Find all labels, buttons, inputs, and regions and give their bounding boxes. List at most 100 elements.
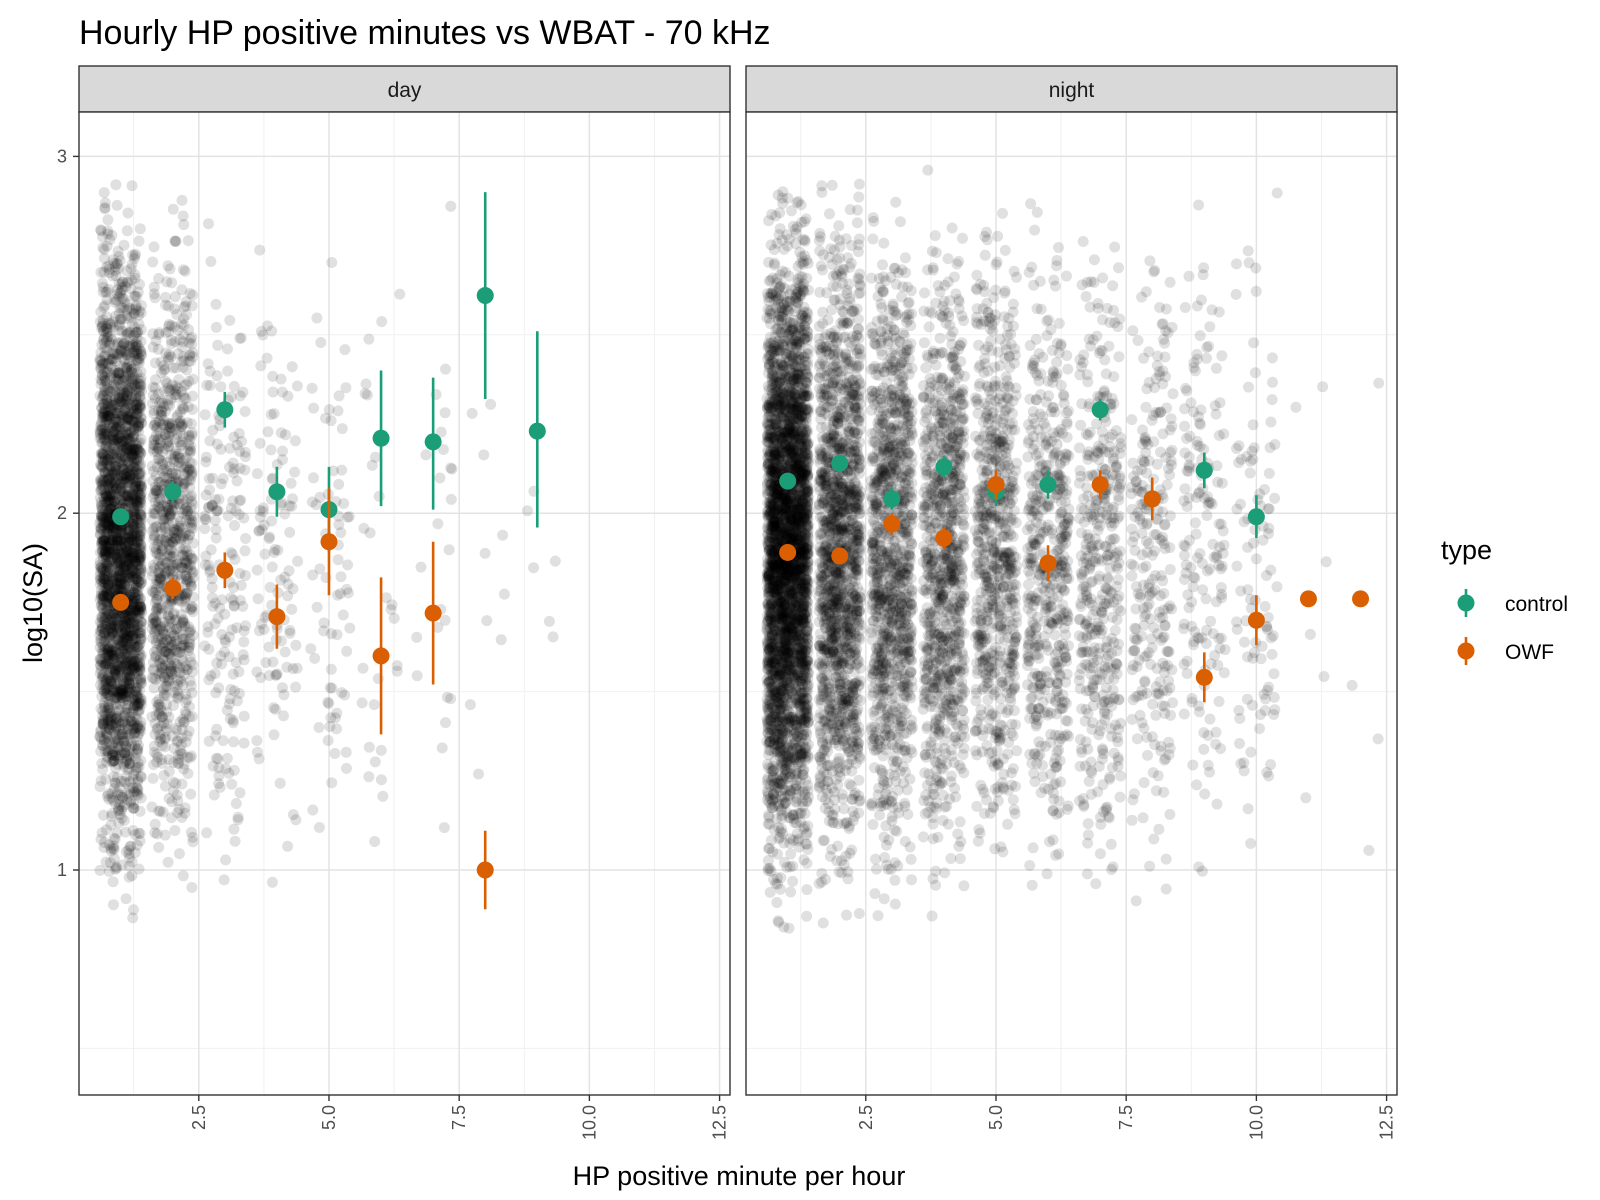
raw-point [147, 256, 159, 268]
raw-point [117, 463, 129, 475]
raw-point [111, 535, 123, 546]
raw-point [205, 544, 217, 556]
raw-point [110, 348, 122, 360]
raw-point [221, 752, 233, 764]
raw-point [112, 245, 124, 257]
raw-point [438, 822, 450, 834]
raw-point [117, 687, 129, 699]
raw-point [102, 565, 113, 577]
raw-point [135, 634, 147, 646]
raw-point [98, 493, 110, 505]
raw-point [128, 617, 140, 629]
raw-point [122, 489, 134, 501]
raw-point [129, 269, 141, 281]
raw-point [359, 388, 371, 400]
raw-point [466, 407, 478, 419]
raw-point [105, 819, 117, 831]
raw-point [129, 555, 141, 566]
raw-point [266, 561, 278, 573]
raw-point [126, 563, 138, 575]
raw-point [131, 747, 143, 759]
raw-point [129, 250, 141, 262]
raw-point [123, 615, 135, 627]
raw-point [325, 663, 337, 675]
raw-point [150, 430, 162, 442]
raw-point [131, 700, 143, 712]
raw-point [130, 762, 142, 774]
y-axis: 123 [57, 146, 79, 880]
raw-point [102, 214, 114, 226]
raw-point [108, 581, 120, 593]
raw-point [309, 652, 321, 664]
raw-point [128, 450, 140, 462]
raw-point [109, 444, 121, 455]
raw-point [129, 619, 141, 631]
raw-point [185, 656, 197, 668]
raw-point [133, 407, 145, 419]
raw-point [129, 726, 141, 738]
raw-point [432, 518, 444, 530]
raw-point [120, 690, 132, 702]
raw-point [440, 363, 451, 375]
raw-point [375, 744, 387, 756]
raw-point [113, 373, 124, 385]
raw-point [97, 359, 109, 370]
raw-point [101, 644, 113, 656]
raw-point [440, 717, 451, 729]
raw-point [102, 658, 114, 670]
raw-point [177, 210, 189, 222]
raw-point [96, 599, 108, 611]
raw-point [98, 512, 109, 523]
raw-point [106, 711, 118, 723]
raw-point [119, 345, 130, 357]
raw-point [119, 459, 131, 471]
raw-point [128, 802, 140, 814]
raw-point [120, 557, 132, 568]
raw-point [289, 466, 301, 478]
raw-point [369, 756, 381, 768]
raw-point [94, 492, 106, 504]
raw-point [150, 335, 162, 347]
raw-point [228, 736, 239, 748]
raw-point [363, 771, 375, 783]
raw-point [102, 578, 114, 590]
raw-point [132, 348, 144, 360]
raw-point [128, 496, 140, 508]
raw-point [337, 609, 349, 621]
raw-point [156, 754, 168, 766]
raw-point [122, 497, 134, 508]
raw-point [356, 697, 368, 709]
raw-point [101, 377, 113, 389]
raw-point [103, 669, 115, 681]
raw-point [287, 809, 299, 821]
raw-point [102, 752, 114, 764]
raw-point [481, 615, 493, 627]
raw-point [173, 803, 185, 815]
raw-point [125, 616, 137, 628]
raw-point [329, 748, 341, 759]
raw-point [106, 810, 117, 822]
raw-point [176, 284, 188, 296]
raw-point [265, 444, 277, 456]
raw-point [147, 612, 159, 624]
raw-point [333, 478, 345, 490]
raw-point [98, 627, 110, 639]
raw-point [204, 484, 216, 496]
raw-point [95, 833, 107, 845]
raw-point [117, 276, 129, 288]
raw-point [104, 690, 116, 702]
raw-point [285, 477, 297, 489]
raw-point [124, 474, 136, 486]
raw-point [125, 625, 137, 637]
raw-point [99, 202, 111, 214]
raw-point [98, 301, 110, 313]
raw-point [238, 710, 250, 722]
raw-point [212, 753, 224, 765]
raw-point [113, 738, 125, 750]
raw-point [357, 662, 369, 674]
raw-point [123, 532, 134, 544]
raw-point [168, 757, 179, 768]
raw-point [112, 735, 124, 746]
raw-point [251, 735, 263, 747]
raw-point [103, 466, 114, 478]
